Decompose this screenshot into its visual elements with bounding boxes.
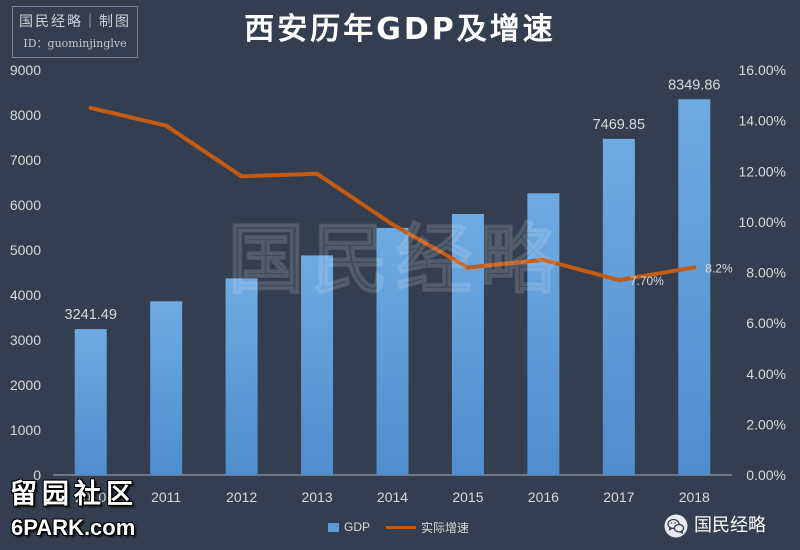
- site-watermark-name: 留园社区: [10, 479, 138, 510]
- y-axis-left: 0 1000 2000 3000 4000 5000 6000 7000 8000 9000: [10, 62, 41, 483]
- x-tick-label: 2012: [226, 489, 257, 505]
- growth-point: [164, 123, 169, 128]
- y-left-tick-label: 4000: [10, 287, 41, 303]
- x-tick-label: 2018: [679, 489, 710, 505]
- gdp-bar: [678, 99, 711, 476]
- y-left-tick-label: 0: [33, 467, 41, 483]
- legend-swatch-growth: [386, 525, 417, 529]
- credit-box: 国民经略｜制图 ID：guominjinglve: [12, 6, 138, 58]
- gdp-data-label: 7469.85: [593, 117, 645, 133]
- y-left-tick-label: 3000: [10, 332, 41, 348]
- growth-point: [390, 222, 395, 227]
- growth-point: [88, 105, 93, 110]
- gdp-bar: [301, 255, 334, 475]
- growth-point: [616, 278, 621, 283]
- y-left-tick-label: 6000: [10, 197, 41, 213]
- y-left-tick-label: 5000: [10, 242, 41, 258]
- x-tick-label: 2013: [301, 489, 332, 505]
- x-tick-label: 2011: [151, 489, 181, 505]
- gdp-data-label: 3241.49: [65, 307, 117, 323]
- y-right-tick-label: 16.00%: [739, 62, 786, 78]
- x-tick-label: 2016: [528, 489, 559, 505]
- y-right-tick-label: 6.00%: [746, 315, 786, 331]
- gdp-bar: [74, 329, 107, 475]
- growth-point: [315, 171, 320, 176]
- growth-series: [88, 105, 697, 283]
- credit-line1: 国民经略｜制图: [19, 14, 131, 30]
- growth-point: [465, 265, 470, 270]
- gdp-bar: [527, 193, 560, 476]
- x-tick-label: 2010: [75, 489, 106, 505]
- y-right-tick-label: 12.00%: [739, 163, 786, 179]
- x-tick-label: 2015: [452, 489, 483, 505]
- y-left-tick-label: 9000: [10, 62, 41, 78]
- legend-label-growth: 实际增速: [421, 520, 470, 535]
- legend-swatch-gdp: [328, 522, 339, 532]
- legend-label-gdp: GDP: [344, 520, 371, 534]
- x-axis: 2010 2011 2012 2013 2014 2015 2016 2017 2018: [53, 474, 732, 505]
- gdp-bar: [602, 138, 635, 475]
- gdp-bar: [225, 278, 258, 475]
- y-axis-right: 0.00% 2.00% 4.00% 6.00% 8.00% 10.00% 12.00% 14.…: [739, 62, 786, 483]
- x-tick-label: 2014: [377, 489, 408, 505]
- x-tick-label: 2017: [603, 489, 634, 505]
- y-left-tick-label: 2000: [10, 377, 41, 393]
- wechat-icon: [664, 514, 688, 538]
- credit-line2: ID：guominjinglve: [23, 37, 127, 50]
- y-right-tick-label: 10.00%: [739, 214, 786, 230]
- growth-data-label: 8.2%: [705, 261, 733, 275]
- chart-title: 西安历年GDP及增速: [244, 12, 556, 47]
- y-left-tick-label: 8000: [10, 107, 41, 123]
- growth-data-label: 7.70%: [630, 274, 664, 288]
- legend: GDP 实际增速: [328, 519, 469, 535]
- y-left-tick-label: 1000: [10, 422, 41, 438]
- y-left-tick-label: 7000: [10, 152, 41, 168]
- site-watermark-url: 6PARK.com: [11, 515, 136, 540]
- brand-name: 国民经略: [694, 515, 766, 536]
- y-right-tick-label: 0.00%: [746, 467, 786, 483]
- y-right-tick-label: 14.00%: [739, 113, 786, 129]
- data-labels: 3241.49 7469.85 8349.86 7.70% 8.2%: [65, 77, 733, 323]
- gdp-bar: [451, 214, 484, 475]
- gdp-bars: [74, 99, 711, 476]
- y-right-tick-label: 4.00%: [746, 366, 786, 382]
- y-right-tick-label: 2.00%: [746, 416, 786, 432]
- gdp-bar: [376, 227, 409, 475]
- y-right-tick-label: 8.00%: [746, 265, 786, 281]
- growth-point: [239, 174, 244, 179]
- growth-point: [541, 257, 546, 262]
- gdp-bar: [150, 301, 183, 475]
- growth-point: [692, 265, 697, 270]
- gdp-data-label: 8349.86: [668, 77, 720, 93]
